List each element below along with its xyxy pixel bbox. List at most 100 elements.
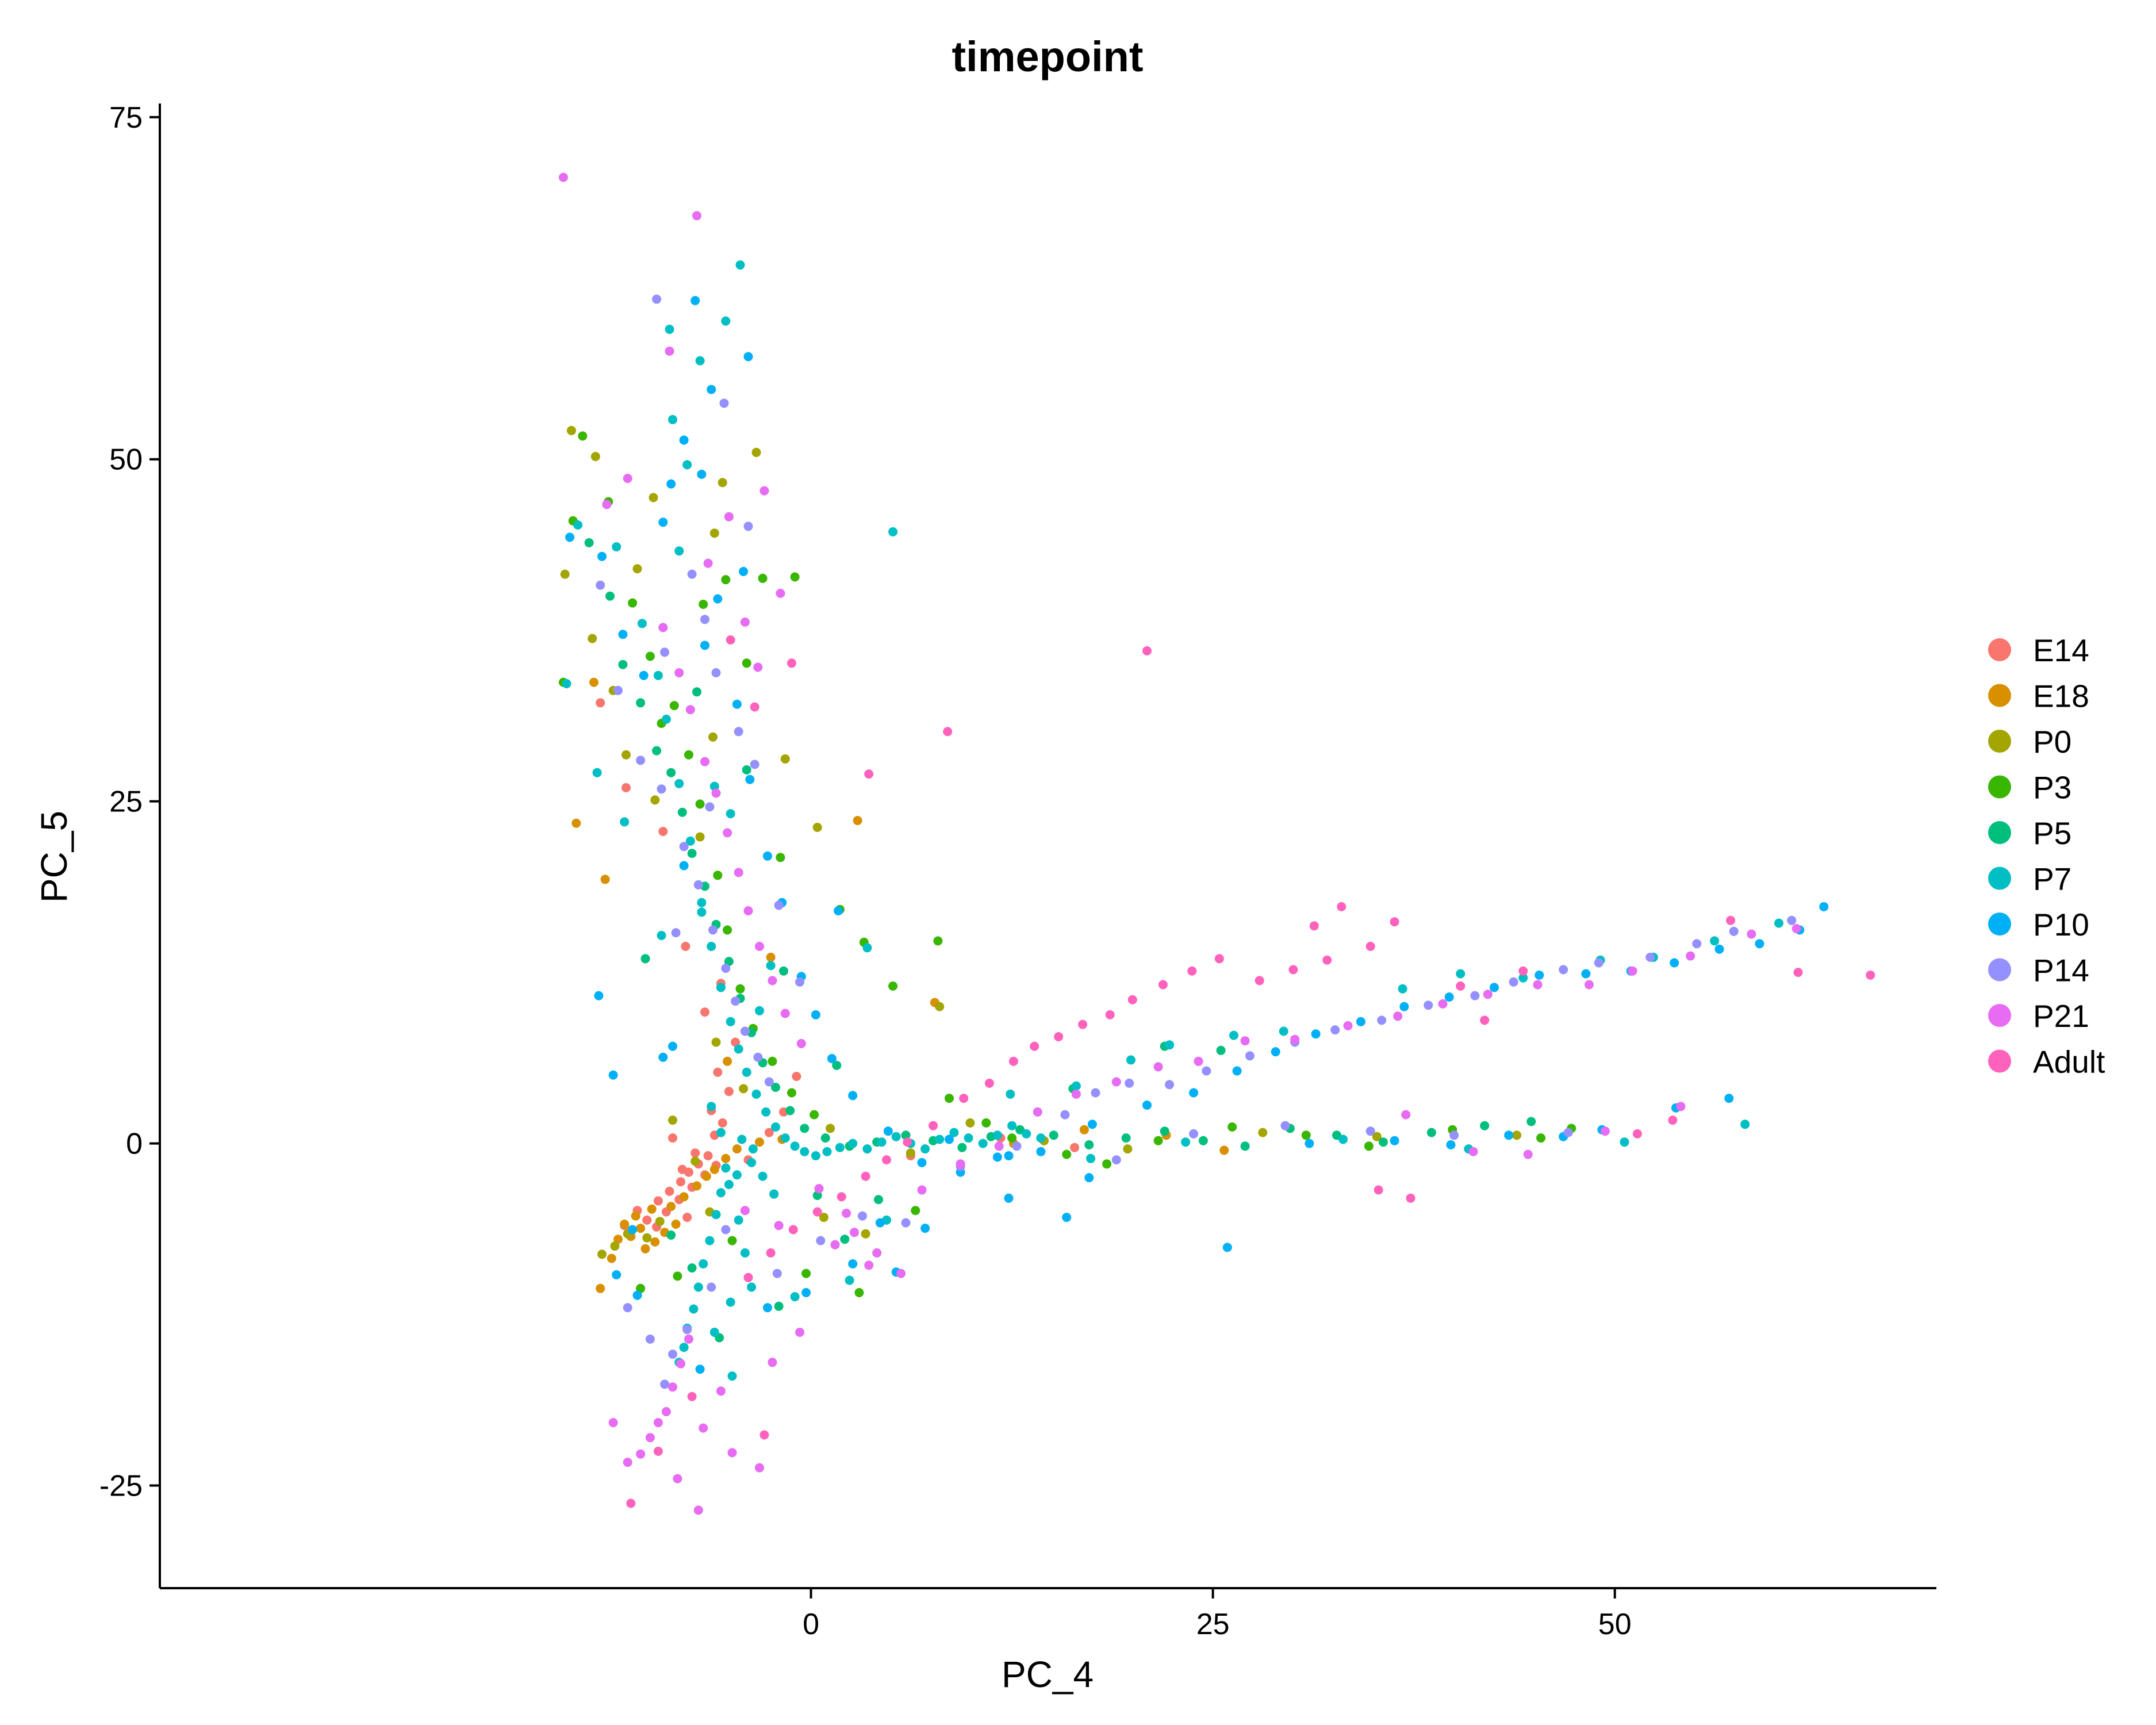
point-p3-34 [1301, 1130, 1311, 1140]
point-e18-24 [853, 816, 862, 825]
point-p0-28 [965, 1118, 975, 1128]
point-p10-13 [700, 641, 709, 650]
point-p14-15 [711, 668, 721, 677]
point-p5-46 [687, 1263, 697, 1273]
point-e18-16 [709, 1164, 719, 1174]
point-p21-60 [1533, 980, 1543, 990]
point-p7-17 [790, 1141, 800, 1151]
point-p21-7 [700, 757, 709, 766]
point-p10-72 [608, 1070, 618, 1080]
point-p10-41 [1670, 958, 1679, 968]
point-p21-41 [864, 1260, 874, 1270]
point-p14-57 [743, 522, 753, 531]
point-e18-6 [613, 1235, 623, 1244]
point-p21-51 [1111, 1077, 1121, 1087]
point-p10-37 [1490, 983, 1499, 992]
point-p14-49 [1729, 926, 1739, 936]
point-p7-90 [1774, 918, 1783, 928]
point-adult-6 [1214, 954, 1224, 964]
point-p21-23 [661, 1407, 671, 1416]
point-adult-40 [787, 658, 796, 668]
legend-label-adult: Adult [2033, 1044, 2105, 1080]
point-p7-96 [1740, 1120, 1750, 1129]
point-p10-34 [1356, 1017, 1365, 1026]
point-p5-34 [1426, 1128, 1436, 1137]
point-p14-32 [1012, 1141, 1022, 1151]
point-p0-32 [1372, 1132, 1382, 1141]
point-p21-47 [956, 1159, 965, 1169]
series-p10 [565, 296, 1829, 1374]
point-p3-5 [645, 651, 655, 661]
point-p7-13 [751, 1089, 761, 1099]
point-e18-0 [636, 1224, 646, 1233]
point-p7-69 [665, 324, 674, 334]
point-p10-48 [1446, 1140, 1456, 1149]
point-p10-59 [695, 1364, 705, 1374]
point-p10-15 [745, 775, 755, 784]
point-p3-21 [742, 658, 751, 668]
point-adult-3 [1337, 902, 1346, 911]
point-p14-33 [1060, 1110, 1070, 1120]
point-p10-16 [763, 851, 772, 861]
point-p5-27 [1121, 1133, 1131, 1143]
point-p10-49 [1504, 1130, 1514, 1140]
point-adult-27 [1288, 965, 1298, 975]
point-p10-42 [1714, 944, 1724, 954]
point-p7-25 [891, 1132, 901, 1141]
point-p7-80 [1126, 1055, 1135, 1065]
point-p7-54 [758, 1171, 768, 1181]
point-p10-53 [1724, 1094, 1734, 1103]
point-p10-30 [1189, 1088, 1199, 1098]
point-p3-44 [636, 1283, 646, 1293]
point-p21-55 [1290, 1034, 1300, 1044]
point-p14-61 [795, 977, 804, 987]
point-p14-50 [1787, 915, 1797, 925]
legend-label-p7: P7 [2033, 861, 2071, 897]
point-p21-56 [1343, 1021, 1353, 1030]
point-p3-17 [699, 600, 708, 609]
point-p7-67 [721, 316, 731, 326]
point-e18-10 [640, 1244, 650, 1254]
x-tick-label-1: 25 [1196, 1608, 1230, 1641]
point-p14-60 [774, 900, 784, 910]
y-tick-label-0: -25 [99, 1470, 143, 1503]
point-p21-11 [743, 906, 753, 915]
point-adult-15 [984, 1078, 994, 1088]
legend-label-p14: P14 [2033, 953, 2089, 988]
point-p10-6 [679, 435, 689, 445]
point-p7-40 [699, 1259, 708, 1268]
point-p5-37 [640, 954, 650, 964]
point-e18-31 [723, 1056, 732, 1066]
point-p7-78 [1006, 1089, 1015, 1099]
point-p7-23 [862, 1144, 872, 1154]
chart-title: timepoint [952, 33, 1144, 80]
point-p14-8 [721, 964, 731, 973]
point-e14-37 [1070, 1143, 1080, 1152]
point-e14-19 [731, 1037, 741, 1047]
point-p14-20 [682, 1325, 692, 1335]
point-p5-47 [666, 1230, 676, 1240]
point-p7-9 [716, 983, 726, 992]
point-p7-2 [637, 619, 647, 628]
point-adult-10 [1105, 1010, 1115, 1019]
point-p10-7 [697, 469, 707, 479]
point-p7-7 [697, 898, 707, 907]
point-p14-28 [816, 1236, 826, 1245]
point-p3-41 [801, 1268, 811, 1278]
point-p5-44 [774, 1301, 784, 1311]
point-p5-51 [1216, 1045, 1226, 1055]
point-e14-29 [700, 1007, 709, 1017]
point-e18-2 [650, 1237, 660, 1247]
point-p0-26 [826, 1124, 835, 1133]
point-p10-4 [658, 518, 668, 527]
point-p14-2 [613, 685, 623, 695]
point-p7-81 [1165, 1040, 1175, 1050]
legend-label-p3: P3 [2033, 770, 2071, 806]
point-p7-82 [1229, 1030, 1238, 1040]
point-e14-31 [658, 827, 668, 836]
point-p21-70 [1676, 1102, 1686, 1111]
point-p10-29 [1142, 1101, 1152, 1110]
point-e14-33 [596, 698, 605, 708]
point-p14-6 [693, 880, 703, 890]
point-p14-26 [721, 1225, 731, 1235]
